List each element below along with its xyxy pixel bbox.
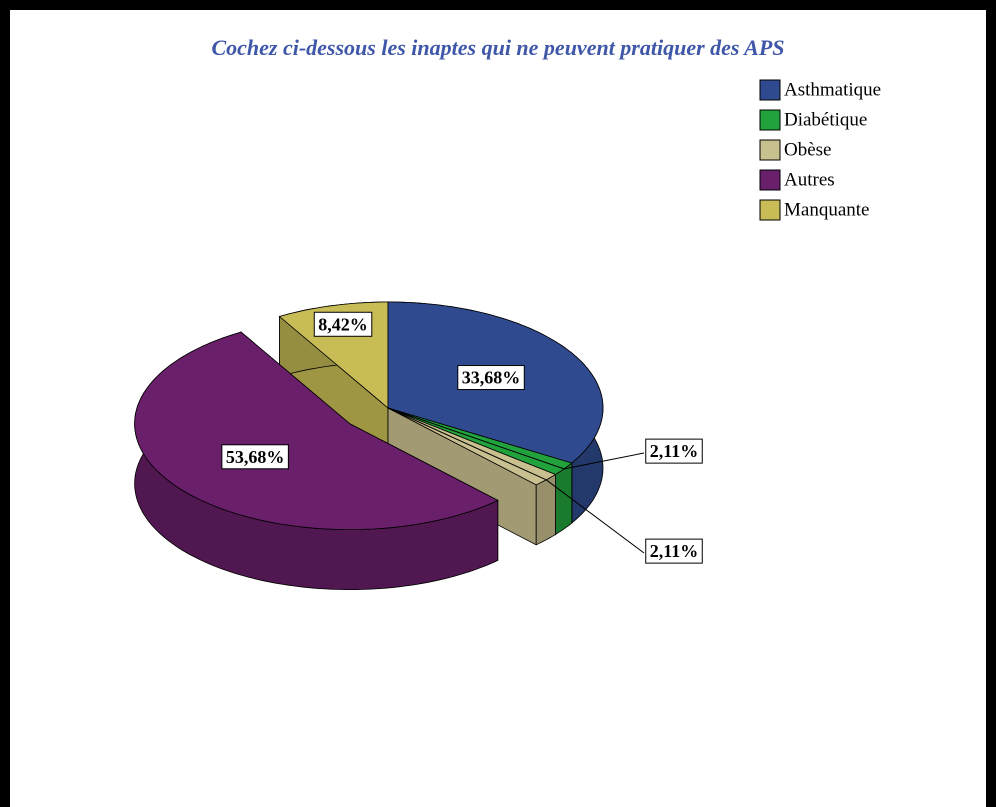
data-label: 53,68% [226, 447, 285, 467]
legend-swatch [759, 79, 781, 101]
legend-label: Manquante [784, 199, 869, 220]
legend-label: Obèse [784, 139, 831, 160]
legend-swatch [759, 109, 781, 131]
leader-line [387, 407, 565, 470]
legend-label: Autres [784, 169, 835, 190]
data-label: 33,68% [462, 368, 521, 388]
legend-label: Asthmatique [784, 79, 881, 100]
data-label-box [645, 538, 703, 564]
leader-line [563, 452, 645, 470]
leader-line [545, 479, 645, 554]
data-label-box [313, 311, 373, 337]
leader-line [387, 407, 547, 481]
slice-wall [555, 462, 573, 536]
legend-swatch [759, 199, 781, 221]
legend-label: Diabétique [784, 109, 867, 130]
slice [134, 331, 499, 530]
data-label-box [457, 365, 525, 391]
data-label: 2,11% [650, 441, 699, 461]
data-label: 2,11% [650, 541, 699, 561]
data-label-box [645, 438, 703, 464]
data-label: 8,42% [318, 314, 368, 334]
chart-title: Cochez ci-dessous les inaptes qui ne peu… [211, 35, 784, 60]
legend-swatch [759, 139, 781, 161]
legend-swatch [759, 169, 781, 191]
data-label-box [221, 444, 289, 470]
chart: Cochez ci-dessous les inaptes qui ne peu… [134, 35, 881, 590]
